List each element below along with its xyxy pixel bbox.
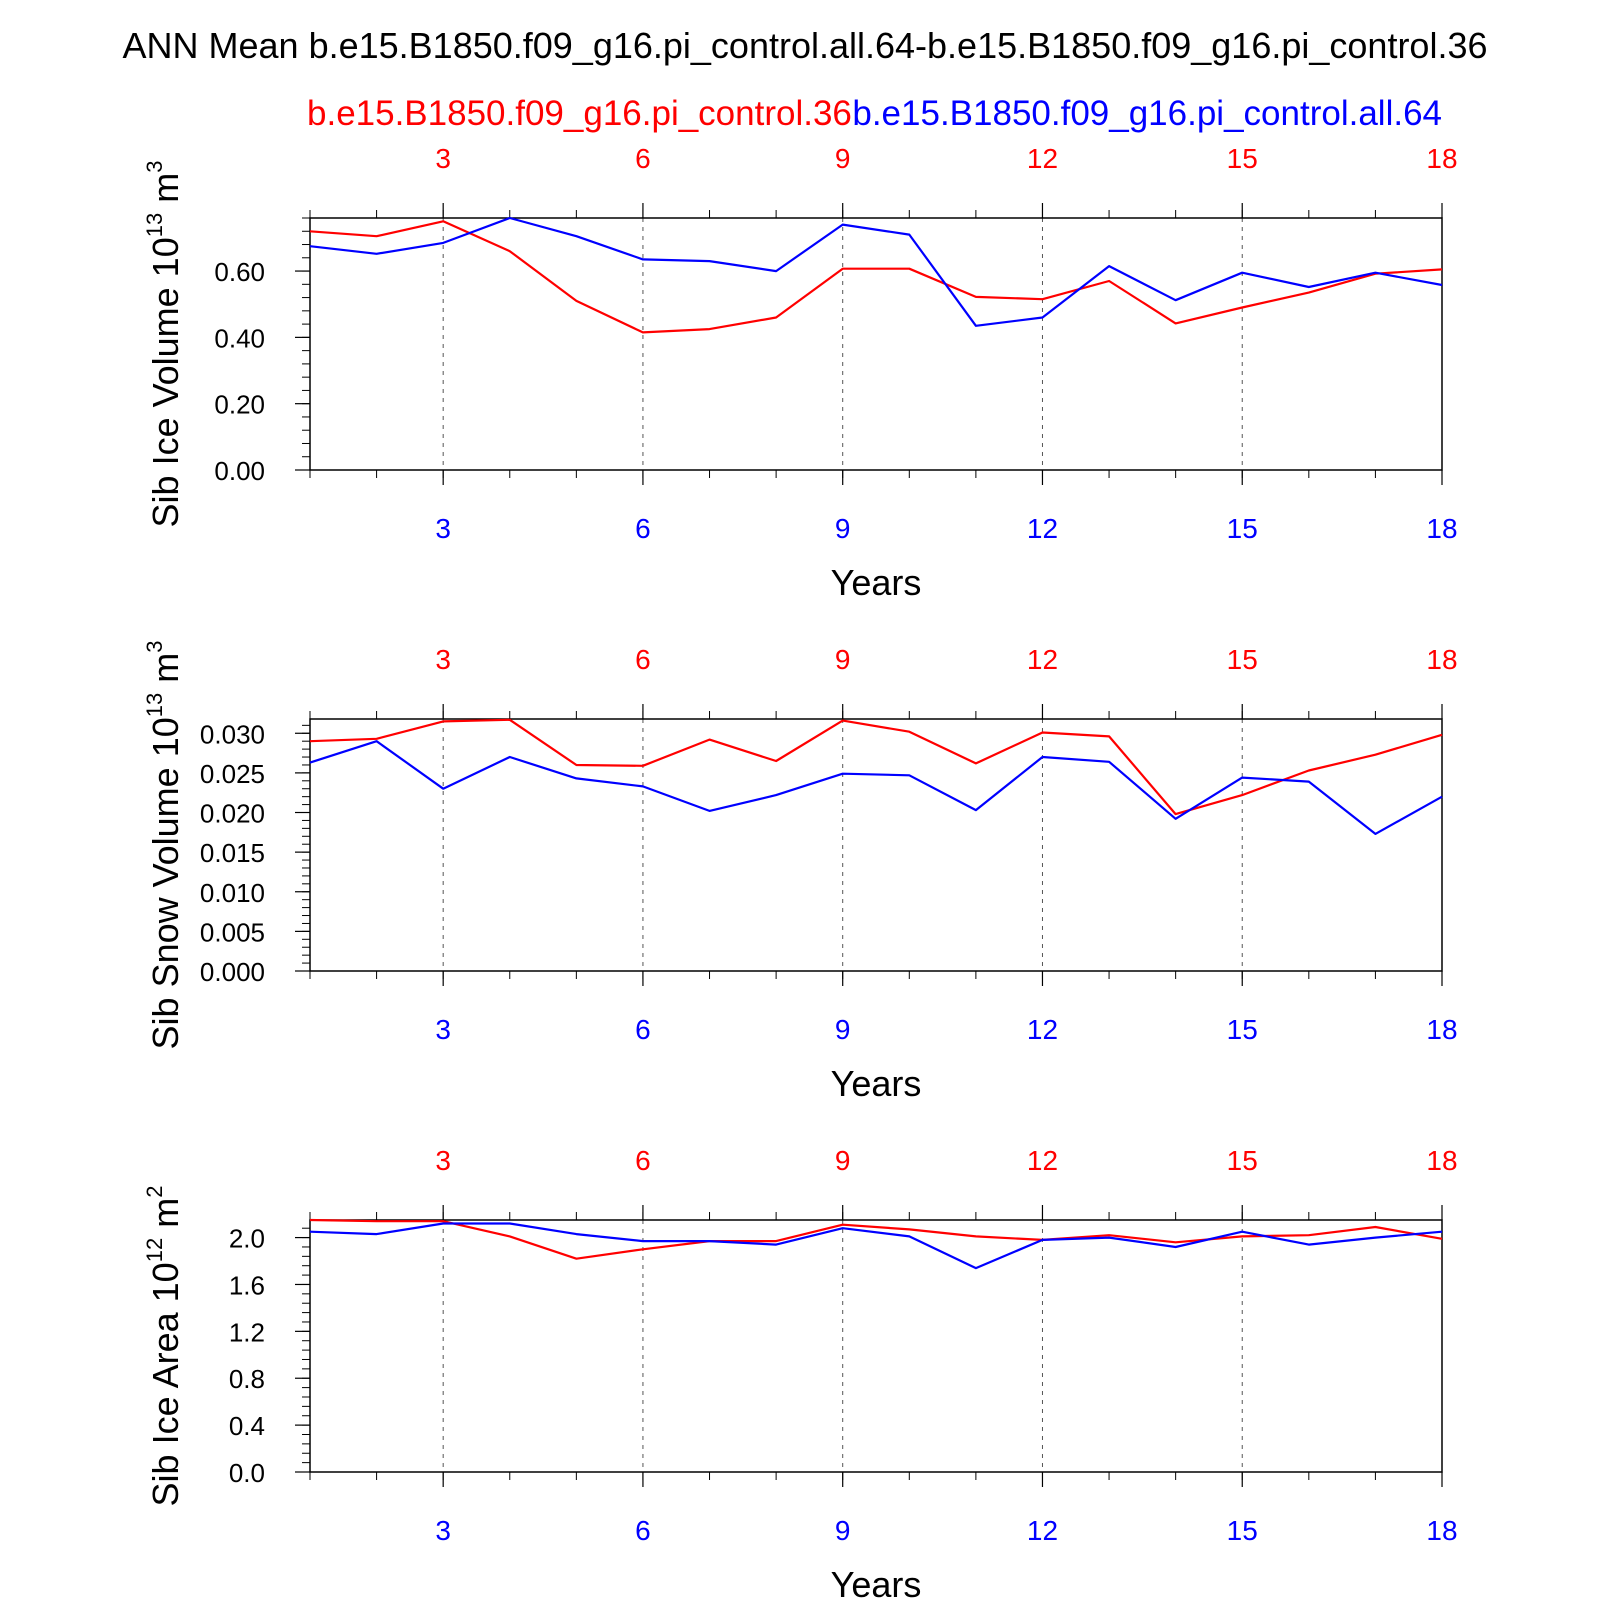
x-tick-label-top: 9: [835, 644, 851, 675]
y-axis-title: Sib Ice Area 1012 m2: [142, 1186, 186, 1507]
y-axis-title-unit-exponent: 3: [142, 161, 167, 173]
series-line-blue: [309, 216, 1443, 327]
x-tick-label-top: 18: [1426, 1145, 1457, 1176]
x-tick-label-top: 18: [1426, 644, 1457, 675]
main-title: ANN Mean b.e15.B1850.f09_g16.pi_control.…: [123, 25, 1488, 66]
y-tick-label: 0.015: [200, 838, 265, 868]
x-tick-label-top: 3: [435, 644, 451, 675]
series-line-blue: [309, 740, 1443, 836]
plot-frame: [309, 718, 1443, 972]
series-line-red: [309, 1218, 1443, 1260]
x-tick-label-bottom: 12: [1027, 513, 1058, 544]
y-tick-label: 1.6: [229, 1270, 265, 1300]
y-tick-label: 2.0: [229, 1224, 265, 1254]
x-tick-label-bottom: 9: [835, 1014, 851, 1045]
series-line-blue: [309, 1222, 1443, 1270]
plot-frame: [309, 217, 1443, 471]
x-tick-label-top: 9: [835, 1145, 851, 1176]
ice-area-panel: 3 3 6 6 9 9 12 12 15 15 18 18 0.0 0.4 0.8 1.2 1.6 2.0 Year…: [142, 1145, 1458, 1600]
y-axis-title-main: Sib Snow Volume 10: [145, 717, 186, 1049]
x-tick-label-bottom: 9: [835, 513, 851, 544]
x-tick-label-bottom: 6: [635, 1014, 651, 1045]
case-label-blue: b.e15.B1850.f09_g16.pi_control.all.64: [852, 94, 1442, 133]
x-tick-label-top: 12: [1027, 143, 1058, 174]
y-axis-title-unit-exponent: 3: [142, 641, 167, 653]
x-tick-label-bottom: 15: [1227, 1014, 1258, 1045]
x-tick-label-bottom: 18: [1426, 1515, 1457, 1546]
x-tick-label-top: 12: [1027, 1145, 1058, 1176]
x-tick-label-top: 6: [635, 644, 651, 675]
y-axis-title-main: Sib Ice Volume 10: [145, 237, 186, 527]
y-axis-title-unit: m: [145, 653, 186, 693]
x-tick-label-top: 18: [1426, 143, 1457, 174]
x-tick-label-bottom: 3: [435, 1014, 451, 1045]
x-tick-label-bottom: 6: [635, 1515, 651, 1546]
x-tick-label-top: 12: [1027, 644, 1058, 675]
y-axis-title-main: Sib Ice Area 10: [145, 1262, 186, 1506]
y-tick-label: 0.40: [214, 323, 265, 353]
case-label-red: b.e15.B1850.f09_g16.pi_control.36: [307, 94, 852, 133]
y-tick-label: 0.4: [229, 1411, 265, 1441]
y-axis-title: Sib Ice Volume 1013 m3: [142, 161, 186, 528]
ice-volume-panel: 3 3 6 6 9 9 12 12 15 15 18 18 0.00 0.20 0.40 0.60 Years S…: [142, 143, 1458, 603]
y-axis-title-unit: m: [145, 1198, 186, 1238]
y-axis-title: Sib Snow Volume 1013 m3: [142, 641, 186, 1050]
x-tick-label-bottom: 3: [435, 1515, 451, 1546]
y-axis-title-unit: m: [145, 173, 186, 213]
x-tick-label-top: 15: [1227, 644, 1258, 675]
y-axis-title-exponent: 13: [142, 693, 167, 717]
x-axis-title: Years: [831, 1063, 922, 1104]
x-tick-label-top: 15: [1227, 143, 1258, 174]
y-tick-label: 0.0: [229, 1458, 265, 1488]
y-tick-label: 0.8: [229, 1364, 265, 1394]
x-tick-label-top: 9: [835, 143, 851, 174]
y-tick-label: 1.2: [229, 1317, 265, 1347]
x-tick-label-bottom: 12: [1027, 1014, 1058, 1045]
y-axis-title-exponent: 13: [142, 213, 167, 237]
x-tick-label-top: 6: [635, 143, 651, 174]
y-tick-label: 0.005: [200, 917, 265, 947]
y-tick-label: 0.000: [200, 957, 265, 987]
y-tick-label: 0.20: [214, 390, 265, 420]
x-tick-label-top: 3: [435, 1145, 451, 1176]
series-line-red: [309, 220, 1443, 334]
x-axis-title: Years: [831, 1564, 922, 1600]
x-tick-label-bottom: 18: [1426, 513, 1457, 544]
x-tick-label-bottom: 9: [835, 1515, 851, 1546]
x-tick-label-top: 15: [1227, 1145, 1258, 1176]
y-tick-label: 0.60: [214, 257, 265, 287]
y-tick-label: 0.00: [214, 456, 265, 486]
y-tick-label: 0.020: [200, 799, 265, 829]
x-tick-label-bottom: 3: [435, 513, 451, 544]
plot-frame: [309, 1219, 1443, 1473]
y-tick-label: 0.030: [200, 719, 265, 749]
x-tick-label-bottom: 18: [1426, 1014, 1457, 1045]
x-tick-label-bottom: 6: [635, 513, 651, 544]
series-line-red: [309, 718, 1443, 816]
x-axis-title: Years: [831, 562, 922, 603]
y-tick-label: 0.010: [200, 878, 265, 908]
x-tick-label-bottom: 15: [1227, 1515, 1258, 1546]
snow-volume-panel: 3 3 6 6 9 9 12 12 15 15 18 18 0.000 0.005 0.010 0.015 0.…: [142, 641, 1458, 1104]
x-tick-label-top: 3: [435, 143, 451, 174]
x-tick-label-bottom: 15: [1227, 513, 1258, 544]
y-axis-title-exponent: 12: [142, 1238, 167, 1262]
y-axis-title-unit-exponent: 2: [142, 1186, 167, 1198]
y-tick-label: 0.025: [200, 759, 265, 789]
x-tick-label-bottom: 12: [1027, 1515, 1058, 1546]
x-tick-label-top: 6: [635, 1145, 651, 1176]
